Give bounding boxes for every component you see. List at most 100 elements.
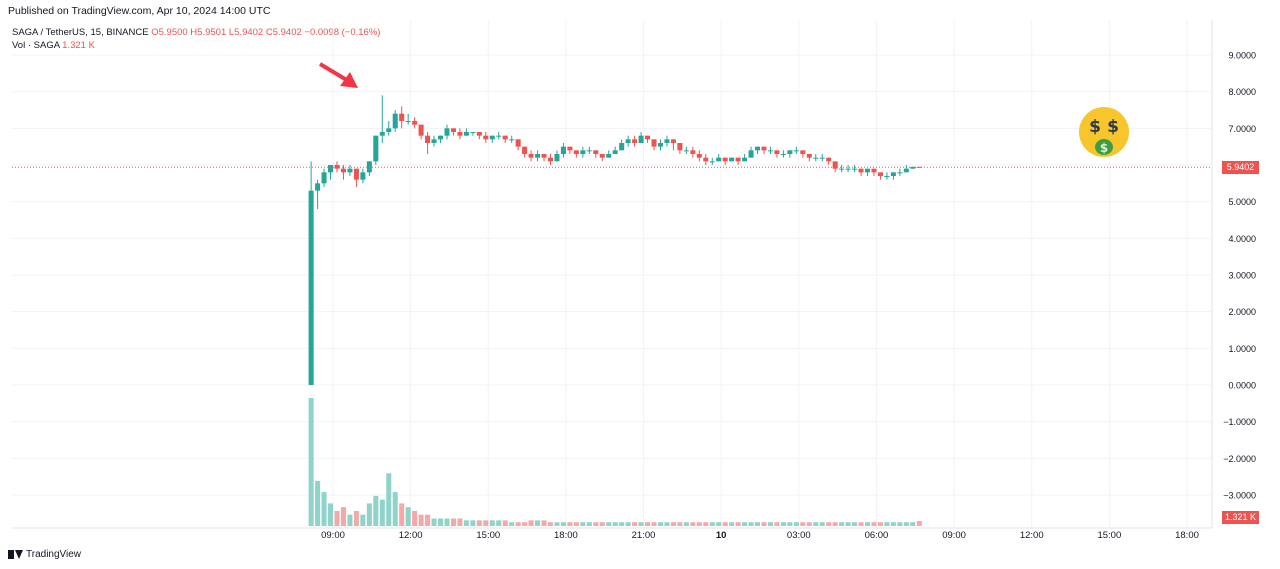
volume-bar xyxy=(871,522,877,526)
volume-bar xyxy=(496,520,502,526)
volume-bar xyxy=(800,522,806,526)
candle-body xyxy=(664,139,670,143)
volume-bar xyxy=(774,522,780,526)
volume-bar xyxy=(470,520,476,526)
volume-bar xyxy=(664,522,670,526)
candle-body xyxy=(405,121,411,122)
volume-bar xyxy=(489,520,495,526)
volume-bar xyxy=(625,522,631,526)
volume-bar xyxy=(373,495,379,526)
candle-body xyxy=(897,172,903,174)
candle-body xyxy=(632,139,638,143)
volume-bar xyxy=(735,522,741,526)
candle-body xyxy=(735,157,741,162)
volume-bar xyxy=(832,522,838,526)
volume-bar xyxy=(425,514,431,526)
volume-bar xyxy=(670,522,676,526)
candle-body xyxy=(839,168,845,170)
price-tick-label: 9.0000 xyxy=(1228,51,1256,61)
candle-body xyxy=(321,172,327,184)
volume-bar xyxy=(910,522,916,526)
candle-body xyxy=(852,168,858,170)
candle-body xyxy=(606,154,612,158)
time-tick-label: 12:00 xyxy=(1020,530,1044,541)
volume-bar xyxy=(476,520,482,526)
time-tick-label: 18:00 xyxy=(1175,530,1199,541)
candle-body xyxy=(651,139,657,147)
candle-body xyxy=(554,154,560,162)
legend-volume-value: 1.321 K xyxy=(62,40,95,51)
volume-bar xyxy=(839,522,845,526)
volume-bar xyxy=(651,522,657,526)
volume-bar xyxy=(328,503,334,526)
tradingview-footer[interactable]: TradingView xyxy=(8,549,81,560)
candle-body xyxy=(877,172,883,176)
volume-bar xyxy=(586,522,592,526)
price-tick-label: −1.0000 xyxy=(1223,417,1256,427)
volume-bar xyxy=(903,522,909,526)
volume-bar xyxy=(826,522,832,526)
time-tick-label: 18:00 xyxy=(554,530,578,541)
volume-bar xyxy=(599,522,605,526)
candle-body xyxy=(709,161,715,163)
candle-body xyxy=(787,150,793,154)
candle-body xyxy=(755,146,761,151)
volume-bar xyxy=(315,480,321,526)
volume-bar xyxy=(806,522,812,526)
footer-brand: TradingView xyxy=(26,549,82,560)
volume-bar xyxy=(412,510,418,526)
candle-body xyxy=(871,168,877,173)
volume-bar xyxy=(340,507,346,526)
candle-body xyxy=(813,157,819,159)
candle-body xyxy=(638,135,644,143)
candle-body xyxy=(308,190,314,385)
volume-bar xyxy=(386,473,392,526)
candle-body xyxy=(586,150,592,152)
volume-bar xyxy=(347,514,353,526)
candle-body xyxy=(580,150,586,154)
published-header: Published on TradingView.com, Apr 10, 20… xyxy=(8,5,271,17)
candle-body xyxy=(703,157,709,162)
candle-body xyxy=(767,150,773,152)
svg-text:$: $ xyxy=(1107,117,1119,137)
candle-body xyxy=(916,166,922,168)
volume-bar xyxy=(522,522,528,526)
candle-body xyxy=(722,157,728,162)
candle-body xyxy=(340,168,346,173)
volume-bar xyxy=(431,518,437,526)
volume-bar xyxy=(509,522,515,526)
volume-bar xyxy=(619,522,625,526)
candle-body xyxy=(910,166,916,169)
volume-bar xyxy=(716,522,722,526)
volume-bar xyxy=(321,492,327,526)
time-tick-label: 09:00 xyxy=(942,530,966,541)
candle-body xyxy=(373,135,379,162)
candle-body xyxy=(502,135,508,140)
candle-body xyxy=(890,172,896,176)
last-price-badge: 5.9402 xyxy=(1222,161,1259,174)
volume-bar xyxy=(813,522,819,526)
volume-bar xyxy=(696,522,702,526)
volume-bar xyxy=(709,522,715,526)
price-axis: 9.00008.00007.00006.00005.00004.00003.00… xyxy=(1223,51,1256,501)
candle-body xyxy=(399,113,405,121)
time-tick-label: 12:00 xyxy=(399,530,423,541)
price-tick-label: 5.0000 xyxy=(1228,197,1256,207)
volume-bar xyxy=(877,522,883,526)
volume-bar xyxy=(334,510,340,526)
candle-body xyxy=(437,135,444,140)
candle-body xyxy=(425,135,431,143)
candle-body xyxy=(463,132,469,136)
candle-body xyxy=(683,150,689,152)
time-tick-label: 15:00 xyxy=(1097,530,1121,541)
candle-body xyxy=(489,135,495,140)
volume-bar xyxy=(547,522,554,526)
candle-body xyxy=(567,146,573,151)
volume-bar xyxy=(353,510,359,526)
candle-body xyxy=(347,168,353,173)
candle-body xyxy=(625,139,631,143)
candle-body xyxy=(315,183,321,191)
candle-body xyxy=(392,113,398,129)
volume-bar xyxy=(787,522,793,526)
